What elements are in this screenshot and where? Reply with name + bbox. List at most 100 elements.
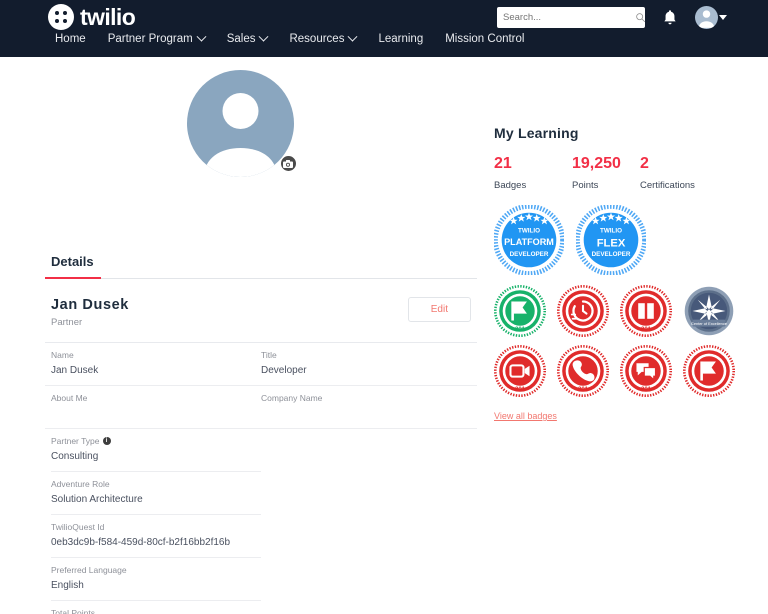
stat-badges-number: 21 (494, 155, 512, 172)
nav-learning[interactable]: Learning (367, 33, 434, 45)
camera-icon[interactable] (280, 156, 296, 171)
stat-certifications: 2 Certifications (640, 155, 695, 191)
twilio-platform-developer-badge[interactable]: TWILIO PLATFORM DEVELOPER (494, 205, 564, 275)
badge-level: 201 (515, 327, 526, 333)
profile-name-row: Jan Dusek Partner Edit (45, 279, 477, 343)
messaging-201-badge[interactable]: 201 (620, 345, 672, 397)
center-of-excellence-badge[interactable]: Center of Excellence (683, 285, 735, 337)
main-navigation: Home Partner Program Sales Resources Lea… (55, 31, 535, 45)
field-twilioquest-id-label: TwilioQuest Id (51, 522, 105, 532)
search-box[interactable] (497, 7, 646, 28)
field-title-label: Title (261, 350, 277, 360)
stat-badges: 21 Badges (494, 155, 572, 191)
field-about-me: About Me (51, 393, 261, 421)
nav-mission-control[interactable]: Mission Control (434, 33, 535, 45)
cert-top-text: TWILIO (600, 227, 622, 234)
video-201-badge[interactable]: 201 (494, 345, 546, 397)
field-partner-type: Partner Type i Consulting (51, 436, 261, 472)
twilio-logo-icon (48, 4, 74, 30)
twilio-logo[interactable]: twilio (48, 4, 136, 30)
field-company-name-value (261, 407, 461, 421)
field-row-partner-type: Partner Type i Consulting (45, 429, 477, 472)
nav-sales[interactable]: Sales (216, 31, 279, 45)
page-body: Details Jan Dusek Partner Edit Name Jan … (0, 57, 768, 614)
chevron-down-icon (259, 31, 269, 42)
field-name-value: Jan Dusek (51, 365, 99, 376)
stat-points: 19,250 Points (572, 155, 640, 191)
details-section: Details Jan Dusek Partner Edit Name Jan … (45, 253, 477, 614)
view-all-badges-link[interactable]: View all badges (494, 411, 557, 421)
field-adventure-role-label: Adventure Role (51, 479, 110, 489)
logo-text: twilio (80, 4, 136, 30)
edit-button[interactable]: Edit (407, 297, 471, 322)
field-adventure-role-value: Solution Architecture (51, 494, 143, 505)
twilio-flex-developer-badge[interactable]: TWILIO FLEX DEVELOPER (576, 205, 646, 275)
profile-role: Partner (51, 317, 83, 328)
field-row-about-company: About Me Company Name (45, 386, 477, 429)
user-silhouette-icon (187, 70, 294, 177)
field-title-value: Developer (261, 365, 307, 376)
field-row-total-points: Total Points 19,250 (45, 601, 477, 614)
field-name-label: Name (51, 350, 74, 360)
badge-level: 201 (515, 387, 526, 393)
tab-active-underline (45, 276, 101, 279)
cert-bottom-text: DEVELOPER (510, 251, 549, 258)
stat-badges-label: Badges (494, 180, 527, 191)
chevron-down-icon (348, 31, 358, 42)
field-partner-type-label-text: Partner Type (51, 436, 100, 446)
field-about-me-label: About Me (51, 393, 88, 403)
field-name: Name Jan Dusek (51, 350, 261, 378)
field-about-me-value (51, 407, 251, 421)
caret-down-icon[interactable] (719, 15, 727, 20)
field-company-name: Company Name (261, 393, 471, 421)
search-icon (636, 13, 646, 23)
badge-level: 201 (641, 327, 652, 333)
my-learning-title: My Learning (494, 125, 579, 141)
badge-caption: Center of Excellence (691, 321, 727, 326)
field-preferred-language-value: English (51, 580, 84, 591)
book-201-badge[interactable]: 201 (620, 285, 672, 337)
field-preferred-language: Preferred Language English (51, 565, 261, 601)
tab-details[interactable]: Details (51, 254, 94, 269)
profile-hero (0, 57, 480, 197)
field-row-adventure-role: Adventure Role Solution Architecture (45, 472, 477, 515)
sync-badge[interactable] (557, 285, 609, 337)
nav-sales-label: Sales (226, 33, 256, 45)
field-partner-type-label: Partner Type i (51, 436, 251, 446)
stat-points-label: Points (572, 180, 599, 191)
cert-top-text: TWILIO (518, 227, 540, 234)
page-title: Jan Dusek (51, 297, 129, 313)
voice-201-badge[interactable]: 201 (557, 345, 609, 397)
badge-grid: 201 201 (494, 285, 754, 397)
badge-level: 201 (641, 387, 652, 393)
nav-mission-control-label: Mission Control (445, 33, 525, 45)
cert-main-text: FLEX (597, 237, 626, 249)
user-avatar-icon[interactable] (695, 6, 718, 29)
field-row-preferred-language: Preferred Language English (45, 558, 477, 601)
field-title: Title Developer (261, 350, 471, 378)
badge-level: 201 (578, 387, 589, 393)
chevron-down-icon (196, 31, 207, 42)
info-icon[interactable]: i (102, 437, 111, 445)
field-total-points: Total Points 19,250 (51, 608, 261, 614)
nav-home[interactable]: Home (55, 33, 97, 45)
nav-partner-program[interactable]: Partner Program (97, 31, 216, 45)
nav-resources-label: Resources (289, 33, 345, 45)
nav-home-label: Home (55, 33, 86, 45)
field-adventure-role: Adventure Role Solution Architecture (51, 479, 261, 515)
learning-stats: 21 Badges 19,250 Points 2 Certifications (494, 155, 754, 191)
field-preferred-language-label: Preferred Language (51, 565, 127, 575)
field-total-points-label: Total Points (51, 608, 95, 614)
certification-badges: TWILIO PLATFORM DEVELOPER TWILIO FLEX DE… (494, 205, 754, 275)
search-input[interactable] (503, 12, 635, 23)
field-twilioquest-id: TwilioQuest Id 0eb3dc9b-f584-459d-80cf-b… (51, 522, 261, 558)
stat-certifications-label: Certifications (640, 180, 695, 191)
cert-bottom-text: DEVELOPER (592, 251, 631, 258)
bell-icon[interactable] (662, 9, 678, 26)
profile-avatar[interactable] (186, 70, 296, 177)
field-row-twilioquest-id: TwilioQuest Id 0eb3dc9b-f584-459d-80cf-b… (45, 515, 477, 558)
flag-badge[interactable] (683, 345, 735, 397)
flag-201-badge[interactable]: 201 (494, 285, 546, 337)
details-tabbar: Details (45, 253, 477, 279)
nav-resources[interactable]: Resources (278, 31, 367, 45)
